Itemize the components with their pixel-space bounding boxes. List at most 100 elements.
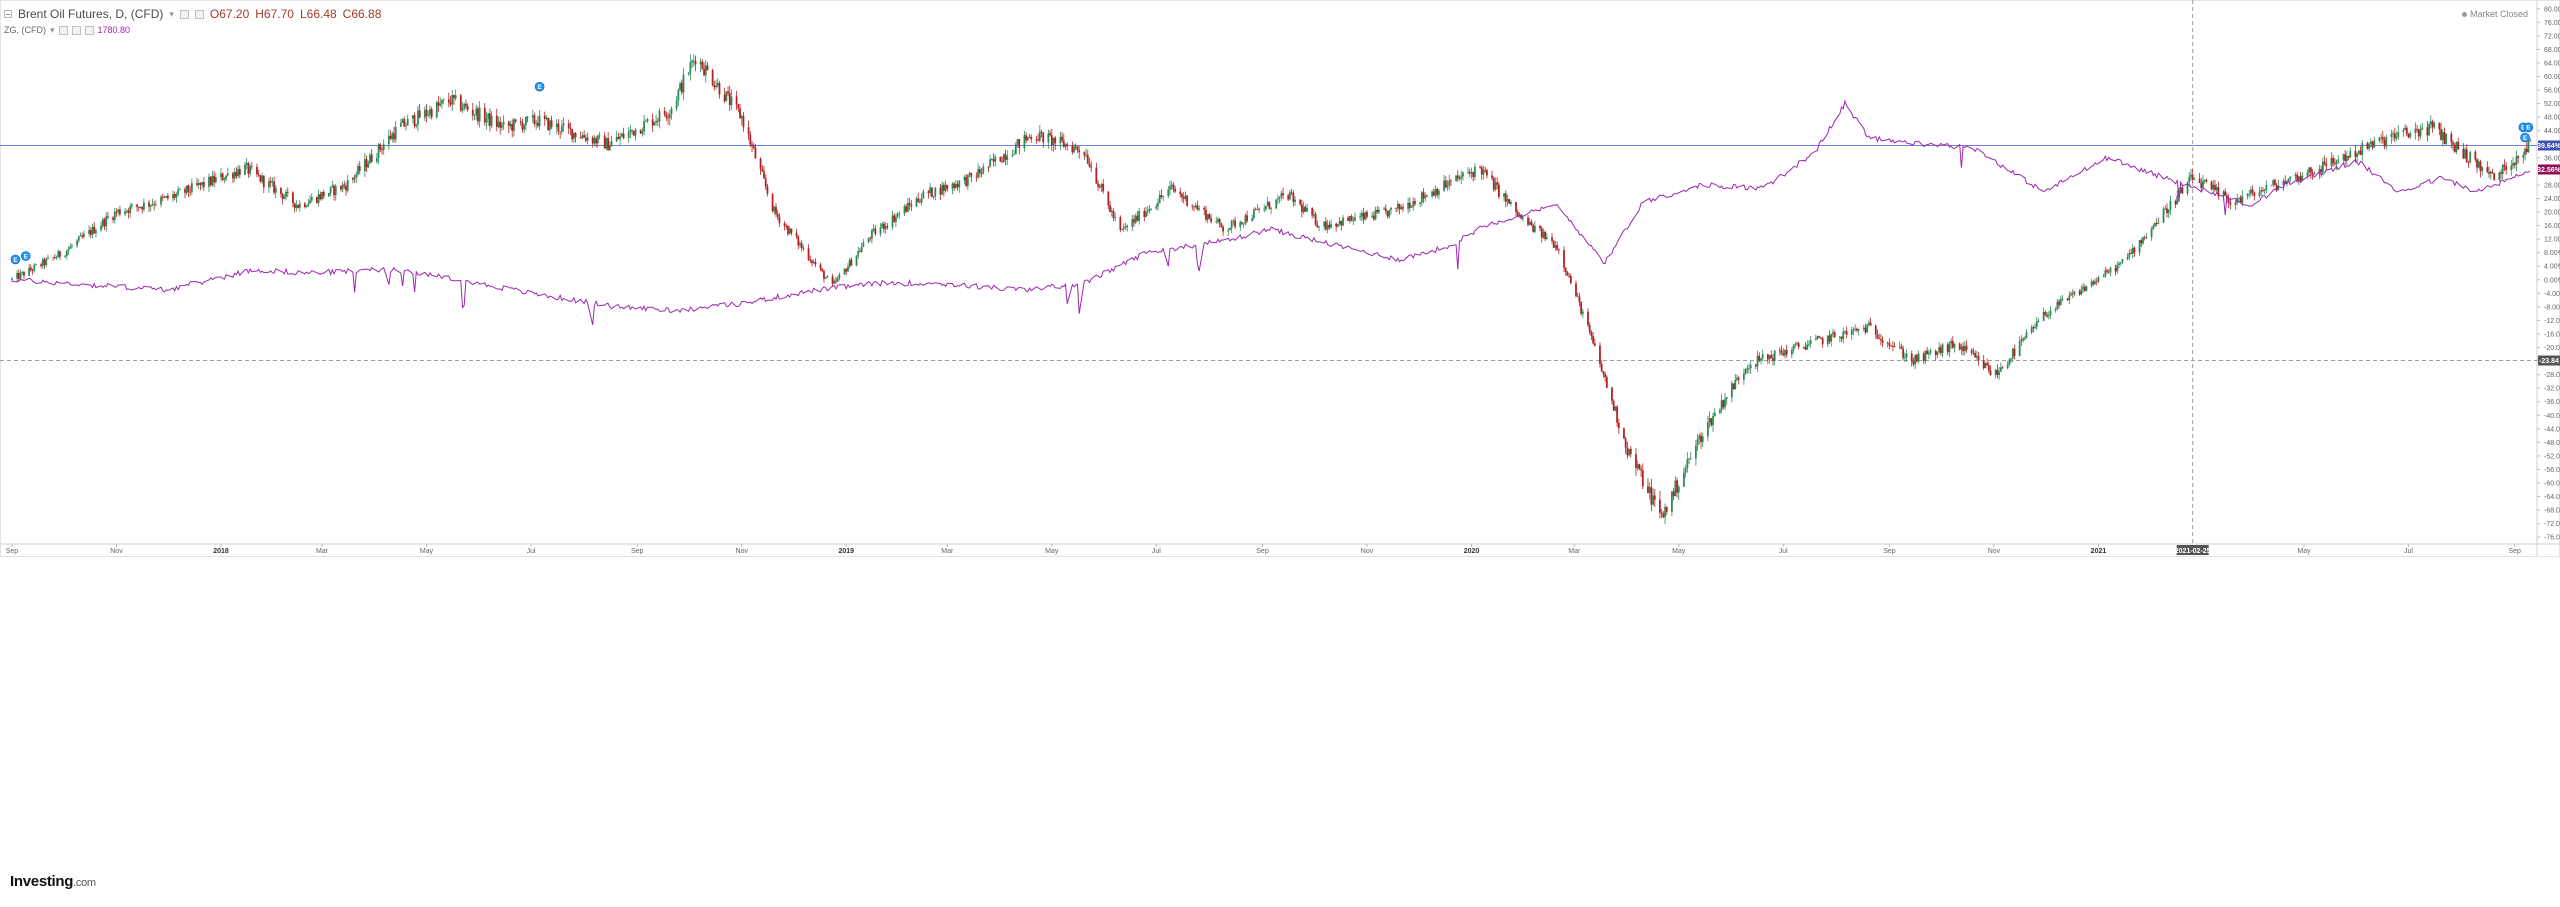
candle-body xyxy=(321,191,323,200)
candle-body xyxy=(473,115,476,116)
candle-body xyxy=(1282,193,1284,196)
candle-body xyxy=(2481,167,2484,172)
candle-body xyxy=(1119,217,1122,230)
candle-body xyxy=(1708,418,1711,423)
event-marker-icon xyxy=(10,254,21,265)
candle-body xyxy=(848,259,851,267)
candle-body xyxy=(1107,191,1110,206)
x-tick-label: Sep xyxy=(6,548,19,555)
candle-body xyxy=(497,121,500,127)
candle-body xyxy=(2325,163,2328,167)
candle-body xyxy=(1340,220,1343,226)
candle-body xyxy=(1049,133,1051,136)
candle-body xyxy=(930,187,933,197)
candle-body xyxy=(1410,207,1413,208)
candle-body xyxy=(1160,195,1163,198)
candle-body xyxy=(2402,130,2405,132)
candle-body xyxy=(1587,311,1589,325)
candle-body xyxy=(463,104,466,109)
candle-body xyxy=(1722,400,1725,408)
candle-body xyxy=(2190,174,2192,177)
candle-body xyxy=(1146,211,1149,212)
candle-body xyxy=(1902,348,1905,358)
candle-body xyxy=(1025,135,1028,141)
y-tick-label: -12.00% xyxy=(2544,318,2560,325)
candle-body xyxy=(29,267,32,271)
candle-body xyxy=(2116,264,2119,272)
y-tick-label: -36.00% xyxy=(2544,399,2560,406)
candle-body xyxy=(1508,198,1511,204)
candle-body xyxy=(245,163,248,165)
candle-body xyxy=(1869,322,1872,326)
y-tick-label: -40.00% xyxy=(2544,413,2560,420)
main-series-title[interactable]: Brent Oil Futures, D, (CFD) xyxy=(18,7,164,21)
candle-body xyxy=(190,183,193,193)
candle-body xyxy=(787,226,789,235)
candle-body xyxy=(2306,172,2309,176)
candle-body xyxy=(776,213,779,217)
collapse-legend-icon[interactable] xyxy=(4,10,12,18)
candle-body xyxy=(706,65,709,71)
secondary-chevron-down-icon[interactable]: ▾ xyxy=(50,25,55,35)
candle-body xyxy=(862,242,865,247)
candle-body xyxy=(1234,220,1236,227)
secondary-series-title[interactable]: ZG, (CFD) xyxy=(4,25,46,35)
candle-body xyxy=(1395,207,1398,209)
secondary-settings-icon[interactable] xyxy=(58,25,68,35)
candle-body xyxy=(2349,150,2352,158)
candle-body xyxy=(2013,348,2016,356)
candle-body xyxy=(2133,247,2136,253)
candle-body xyxy=(807,248,810,260)
candle-body xyxy=(451,94,454,105)
candle-body xyxy=(1270,208,1272,210)
x-tick-label: Jul xyxy=(1779,548,1788,555)
candle-body xyxy=(1580,301,1583,314)
candle-body xyxy=(977,169,980,178)
candle-body xyxy=(1960,346,1963,350)
event-marker-glyph: E xyxy=(2526,126,2530,132)
candle-body xyxy=(2270,184,2273,186)
candle-body xyxy=(1436,188,1439,195)
candle-body xyxy=(1802,346,1805,348)
candle-body xyxy=(2236,198,2239,203)
candle-body xyxy=(2140,240,2143,244)
candle-body xyxy=(187,185,190,192)
hide-icon[interactable] xyxy=(194,9,204,19)
chevron-down-icon[interactable]: ▾ xyxy=(169,9,174,19)
candle-body xyxy=(1564,267,1567,272)
candle-body xyxy=(963,176,966,181)
candle-body xyxy=(1996,369,1999,376)
candle-body xyxy=(1299,199,1302,205)
candle-body xyxy=(989,159,992,167)
candle-body xyxy=(2450,133,2453,143)
candle-body xyxy=(2285,181,2288,184)
candle-body xyxy=(1222,227,1225,232)
candle-body xyxy=(668,114,671,119)
candle-body xyxy=(1062,140,1065,147)
candle-body xyxy=(1951,341,1954,348)
candle-body xyxy=(942,184,945,191)
candle-body xyxy=(489,113,491,126)
candle-body xyxy=(115,211,118,213)
candle-body xyxy=(800,243,803,248)
y-tick-label: -16.00% xyxy=(2544,331,2560,338)
candle-body xyxy=(1820,337,1822,339)
candle-body xyxy=(511,124,514,131)
candle-body xyxy=(799,243,801,246)
ohlc-close: C66.88 xyxy=(342,7,382,21)
settings-icon[interactable] xyxy=(179,9,189,19)
candle-body xyxy=(394,126,397,140)
candle-body xyxy=(1061,136,1063,141)
candle-body xyxy=(1556,245,1559,250)
secondary-remove-icon[interactable] xyxy=(84,25,94,35)
candle-body xyxy=(2438,122,2441,130)
investing-logo[interactable]: Investing.com xyxy=(10,873,96,890)
candle-body xyxy=(2253,192,2256,197)
secondary-hide-icon[interactable] xyxy=(71,25,81,35)
candle-body xyxy=(1910,353,1913,362)
candle-body xyxy=(2421,127,2424,130)
candle-body xyxy=(2229,202,2232,205)
candle-body xyxy=(2118,263,2120,265)
candle-body xyxy=(1302,206,1305,213)
